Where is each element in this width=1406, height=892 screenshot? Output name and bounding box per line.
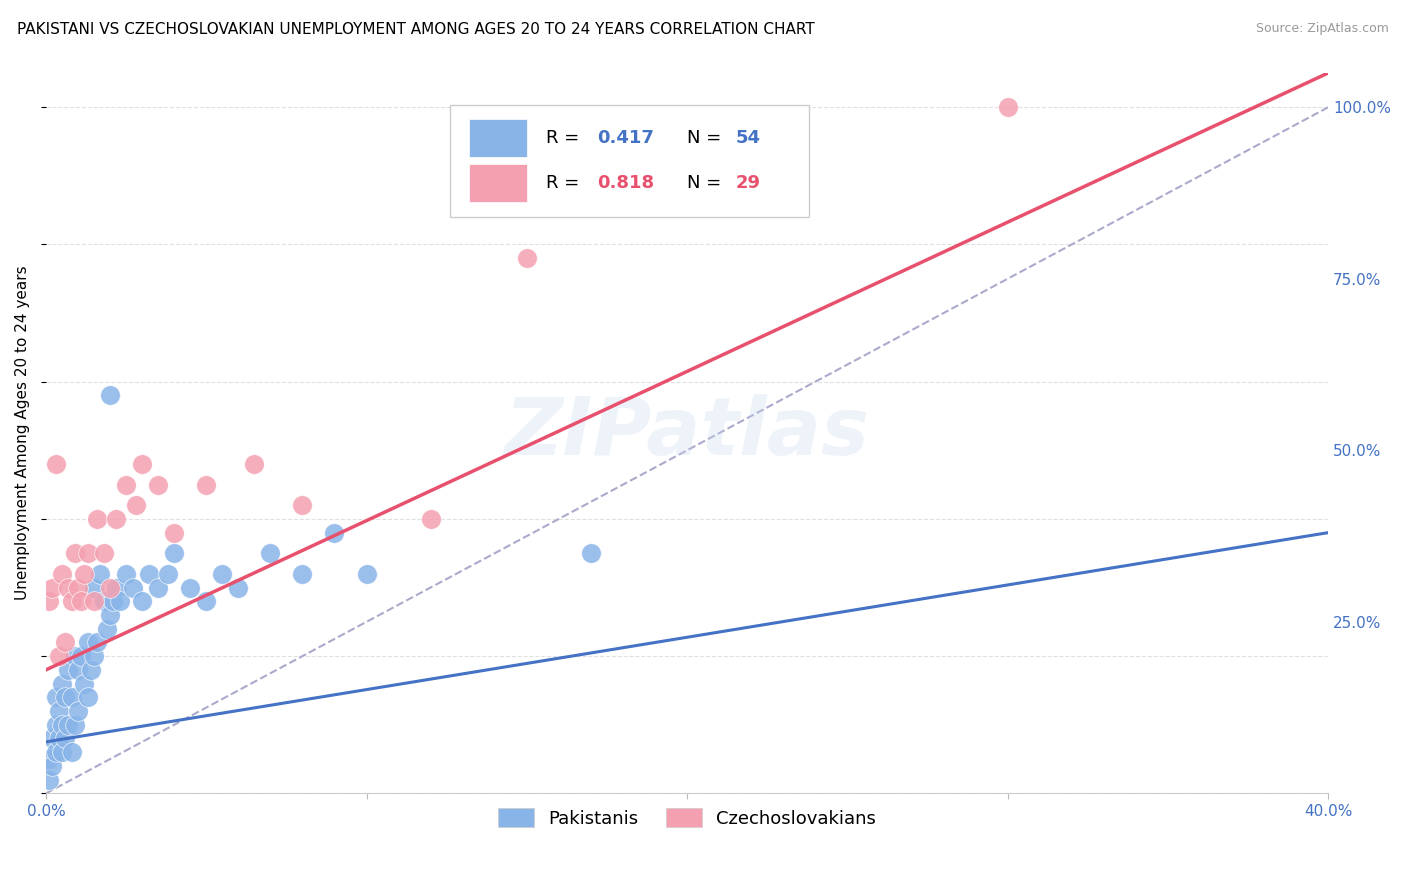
Point bbox=[53, 635, 76, 649]
Text: R =: R = bbox=[546, 128, 585, 147]
Point bbox=[48, 704, 70, 718]
Point bbox=[76, 690, 98, 705]
Point bbox=[195, 594, 218, 608]
Point bbox=[108, 594, 131, 608]
Point bbox=[195, 477, 218, 491]
Point bbox=[76, 635, 98, 649]
Point bbox=[63, 717, 86, 731]
Point bbox=[58, 581, 80, 595]
Point bbox=[83, 649, 105, 664]
Point bbox=[58, 663, 80, 677]
Point bbox=[66, 581, 89, 595]
Point bbox=[45, 457, 67, 471]
Point bbox=[53, 731, 76, 746]
Point bbox=[89, 566, 111, 581]
Text: 29: 29 bbox=[735, 174, 761, 192]
Point bbox=[98, 607, 121, 622]
Point bbox=[86, 512, 108, 526]
Point bbox=[93, 546, 115, 560]
Point bbox=[115, 477, 138, 491]
Legend: Pakistanis, Czechoslovakians: Pakistanis, Czechoslovakians bbox=[491, 801, 883, 835]
Point bbox=[105, 512, 128, 526]
Point bbox=[38, 772, 60, 787]
Point bbox=[76, 546, 98, 560]
Point bbox=[41, 581, 63, 595]
Point bbox=[105, 581, 128, 595]
FancyBboxPatch shape bbox=[470, 120, 527, 156]
Text: N =: N = bbox=[688, 128, 727, 147]
Point bbox=[131, 594, 153, 608]
Point bbox=[73, 566, 96, 581]
Y-axis label: Unemployment Among Ages 20 to 24 years: Unemployment Among Ages 20 to 24 years bbox=[15, 266, 30, 600]
Point bbox=[60, 690, 83, 705]
Text: 54: 54 bbox=[735, 128, 761, 147]
Point bbox=[419, 512, 441, 526]
Point bbox=[86, 635, 108, 649]
Text: ZIPatlas: ZIPatlas bbox=[505, 394, 869, 472]
Point bbox=[51, 745, 73, 759]
Point bbox=[259, 546, 281, 560]
Text: 0.417: 0.417 bbox=[598, 128, 654, 147]
FancyBboxPatch shape bbox=[470, 164, 527, 202]
Point bbox=[997, 100, 1019, 114]
Point bbox=[96, 622, 118, 636]
Point bbox=[83, 581, 105, 595]
Point bbox=[70, 594, 93, 608]
Point bbox=[63, 649, 86, 664]
Point bbox=[51, 566, 73, 581]
Point bbox=[121, 581, 143, 595]
Point bbox=[156, 566, 179, 581]
Point bbox=[70, 649, 93, 664]
Point bbox=[323, 525, 346, 540]
Point bbox=[45, 717, 67, 731]
Point bbox=[45, 690, 67, 705]
Point bbox=[60, 594, 83, 608]
Point bbox=[115, 566, 138, 581]
Point bbox=[579, 546, 602, 560]
Point bbox=[41, 731, 63, 746]
Point bbox=[125, 498, 148, 512]
Point bbox=[48, 649, 70, 664]
Point bbox=[66, 663, 89, 677]
Point bbox=[38, 594, 60, 608]
Point bbox=[146, 581, 169, 595]
Point bbox=[48, 731, 70, 746]
Point bbox=[226, 581, 249, 595]
Point bbox=[80, 663, 103, 677]
Point bbox=[51, 676, 73, 690]
Point bbox=[146, 477, 169, 491]
Point bbox=[243, 457, 266, 471]
Point bbox=[58, 717, 80, 731]
Point bbox=[291, 498, 314, 512]
Point bbox=[98, 581, 121, 595]
Point bbox=[211, 566, 233, 581]
Point bbox=[93, 594, 115, 608]
Point bbox=[66, 704, 89, 718]
Point bbox=[163, 525, 186, 540]
Point bbox=[179, 581, 201, 595]
Point bbox=[516, 251, 538, 265]
Point bbox=[60, 745, 83, 759]
Point bbox=[138, 566, 160, 581]
Text: N =: N = bbox=[688, 174, 727, 192]
Point bbox=[45, 745, 67, 759]
Point bbox=[356, 566, 378, 581]
Text: Source: ZipAtlas.com: Source: ZipAtlas.com bbox=[1256, 22, 1389, 36]
Text: 0.818: 0.818 bbox=[598, 174, 654, 192]
Point bbox=[83, 594, 105, 608]
Point bbox=[163, 546, 186, 560]
Point bbox=[73, 676, 96, 690]
Point bbox=[103, 594, 125, 608]
Point bbox=[291, 566, 314, 581]
Point bbox=[51, 717, 73, 731]
Point bbox=[63, 546, 86, 560]
Point bbox=[131, 457, 153, 471]
Point bbox=[53, 690, 76, 705]
Point bbox=[98, 388, 121, 402]
Text: R =: R = bbox=[546, 174, 585, 192]
Point bbox=[41, 759, 63, 773]
Point bbox=[38, 752, 60, 766]
FancyBboxPatch shape bbox=[450, 105, 808, 217]
Text: PAKISTANI VS CZECHOSLOVAKIAN UNEMPLOYMENT AMONG AGES 20 TO 24 YEARS CORRELATION : PAKISTANI VS CZECHOSLOVAKIAN UNEMPLOYMEN… bbox=[17, 22, 814, 37]
